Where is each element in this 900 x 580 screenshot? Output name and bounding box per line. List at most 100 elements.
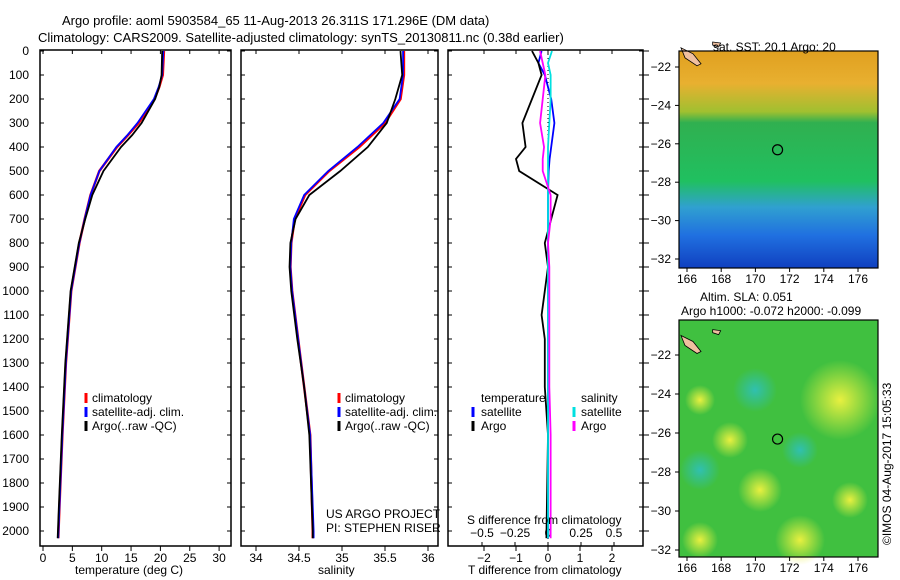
x-tick-label: 10 [95, 551, 109, 565]
plot-frame [39, 49, 232, 547]
lat-tick-label: −30 [651, 504, 672, 518]
sla-high-anomaly [712, 422, 748, 458]
series-satellite-adj-clim- [57, 50, 165, 539]
sst-field [679, 51, 878, 268]
y-tick-label: 1800 [2, 476, 29, 490]
x-tick-label: −1 [509, 551, 523, 565]
lon-tick-label: 176 [848, 561, 868, 575]
lat-tick-label: −28 [651, 175, 672, 189]
legend-satellite: satellite-adj. clim. [92, 405, 185, 419]
sla-high-anomaly [685, 385, 715, 415]
y-tick-label: 1000 [2, 284, 29, 298]
y-tick-label: 1300 [2, 356, 29, 370]
legend-climatology: climatology [92, 391, 153, 405]
x-tick-label: 15 [124, 551, 138, 565]
lon-tick-label: 166 [677, 272, 697, 286]
lon-tick-label: 168 [711, 561, 731, 575]
legend-argo: Argo(..raw -QC) [345, 419, 430, 433]
salinity-xlabel: salinity [318, 563, 355, 577]
legend-t-argo: Argo [481, 419, 507, 433]
y-tick-label: 1900 [2, 500, 29, 514]
map-frame [678, 319, 879, 558]
x-tick-label: 35 [335, 551, 349, 565]
series-salinity-argo [539, 50, 552, 539]
lon-tick-label: 172 [780, 561, 800, 575]
sla-low-anomaly [733, 368, 777, 412]
sla-high-anomaly [775, 515, 825, 565]
s-diff-label: S difference from climatology [467, 513, 622, 527]
x-tick-label: 0 [40, 551, 47, 565]
y-tick-label: 800 [9, 236, 29, 250]
y-tick-label: 600 [9, 188, 29, 202]
x-tick-label: 2 [609, 551, 616, 565]
legend-temperature: temperature [481, 391, 546, 405]
y-tick-label: 100 [9, 68, 29, 82]
legend-satellite: satellite-adj. clim. [345, 405, 438, 419]
title-line-2: Climatology: CARS2009. Satellite-adjuste… [38, 30, 564, 45]
legend-argo: Argo(..raw -QC) [92, 419, 177, 433]
legend-s-satellite: satellite [581, 405, 622, 419]
copyright-text: ©IMOS 04-Aug-2017 15:05:33 [880, 382, 894, 545]
y-tick-label: 2000 [2, 524, 29, 538]
y-tick-label: 400 [9, 140, 29, 154]
y-tick-label: 500 [9, 164, 29, 178]
land-islands [712, 41, 722, 48]
y-tick-label: 200 [9, 92, 29, 106]
sla-map-title: Altim. SLA: 0.051 [700, 290, 793, 304]
land-islands [712, 329, 722, 336]
lon-tick-label: 166 [677, 561, 697, 575]
x-tick-label: 34 [249, 551, 263, 565]
y-tick-label: 900 [9, 260, 29, 274]
argo-position-marker [771, 144, 784, 156]
title-line-1: Argo profile: aoml 5903584_65 11-Aug-201… [62, 13, 490, 28]
x2-tick-label: 0.25 [569, 526, 593, 540]
y-tick-label: 1200 [2, 332, 29, 346]
y-tick-label: 300 [9, 116, 29, 130]
lat-tick-label: −22 [651, 60, 672, 74]
lon-tick-label: 170 [745, 561, 765, 575]
x-tick-label: 20 [154, 551, 168, 565]
lat-tick-label: −24 [651, 387, 672, 401]
legend-climatology: climatology [345, 391, 406, 405]
lon-tick-label: 174 [814, 272, 834, 286]
sla-high-anomaly [832, 482, 868, 518]
sla-high-anomaly [738, 468, 782, 512]
land-new-caledonia [680, 334, 702, 354]
series-climatology [57, 50, 166, 539]
x-tick-label: 1 [577, 551, 584, 565]
land-new-caledonia [680, 46, 702, 67]
project-name: US ARGO PROJECT [326, 507, 441, 521]
project-pi: PI: STEPHEN RISER [326, 521, 441, 535]
series-salinity-satellite [547, 50, 553, 539]
series-argo-raw-qc- [288, 50, 404, 539]
x-tick-label: 35.5 [373, 551, 397, 565]
lat-tick-label: −28 [651, 465, 672, 479]
argo-position-marker [771, 433, 784, 445]
x-tick-label: 36 [421, 551, 435, 565]
lat-tick-label: −26 [651, 137, 672, 151]
lat-tick-label: −22 [651, 348, 672, 362]
t-diff-xlabel: T difference from climatology [468, 563, 622, 577]
y-tick-label: 1400 [2, 380, 29, 394]
map-frame [678, 50, 879, 269]
lat-tick-label: −32 [651, 252, 672, 266]
plot-frame [240, 49, 439, 547]
temperature-xlabel: temperature (deg C) [75, 563, 184, 577]
series-argo-raw-qc- [56, 50, 164, 539]
x-tick-label: 0 [545, 551, 552, 565]
lat-tick-label: −26 [651, 426, 672, 440]
sla-high-anomaly [800, 360, 880, 440]
lat-tick-label: −30 [651, 214, 672, 228]
lon-tick-label: 176 [848, 272, 868, 286]
y-tick-label: 1700 [2, 452, 29, 466]
sst-map-title: sat. SST: 20.1 Argo: 20 [713, 40, 836, 54]
lat-tick-label: −32 [651, 543, 672, 557]
sla-low-anomaly [680, 450, 720, 490]
y-tick-label: 1600 [2, 428, 29, 442]
lon-tick-label: 172 [780, 272, 800, 286]
lon-tick-label: 174 [814, 561, 834, 575]
y-tick-label: 700 [9, 212, 29, 226]
x-tick-label: 25 [183, 551, 197, 565]
